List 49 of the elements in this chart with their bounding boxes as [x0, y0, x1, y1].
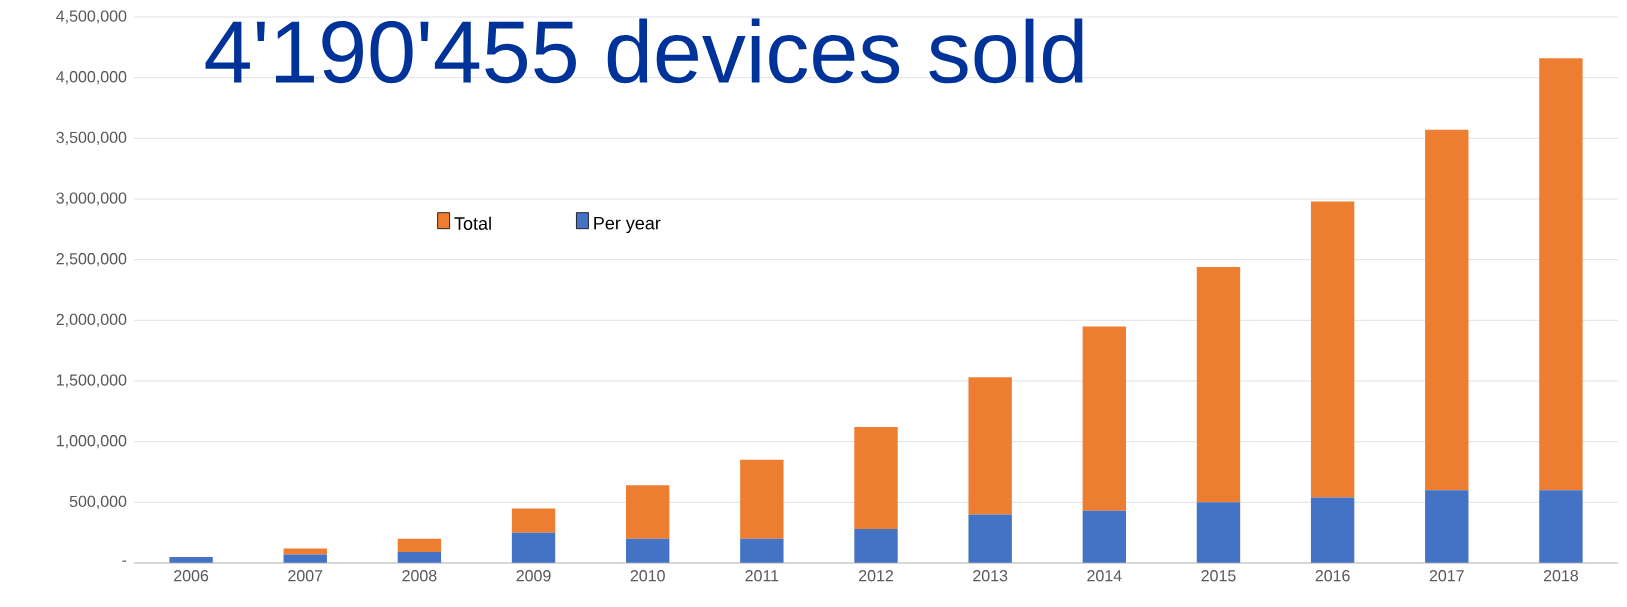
y-tick-label: 3,000,000 — [56, 192, 127, 206]
bar — [740, 459, 784, 539]
bar — [854, 427, 898, 530]
x-tick-label: 2013 — [973, 570, 1008, 582]
x-tick-label: 2009 — [516, 570, 551, 582]
bar — [1539, 490, 1583, 563]
bar — [283, 548, 327, 555]
bar — [397, 538, 442, 553]
x-tick-label: 2011 — [745, 570, 779, 582]
legend-label: Per year — [594, 216, 661, 234]
y-tick-label: 4,000,000 — [56, 71, 127, 85]
bar — [1425, 490, 1469, 563]
bar — [968, 377, 1012, 515]
bar — [511, 508, 556, 533]
bar — [1196, 266, 1241, 503]
bar — [1539, 58, 1583, 491]
y-tick-label: - — [122, 560, 127, 562]
y-tick-label: 2,500,000 — [56, 253, 127, 267]
y-tick-label: 2,000,000 — [56, 313, 127, 327]
bar — [740, 538, 784, 563]
legend-label: Total — [454, 216, 491, 230]
bar — [511, 532, 556, 563]
chart-title: 4'190'455 devices sold — [205, 18, 1083, 84]
x-tick-label: 2015 — [1201, 570, 1236, 582]
bar — [397, 552, 442, 563]
y-tick-label: 1,000,000 — [56, 435, 127, 449]
y-tick-label: 500,000 — [69, 495, 127, 509]
x-tick-label: 2007 — [288, 570, 323, 582]
x-tick-label: 2014 — [1087, 570, 1122, 582]
bar — [1310, 201, 1355, 498]
y-tick-label: 3,500,000 — [56, 131, 127, 145]
bar — [1082, 326, 1127, 511]
y-tick-label: 1,500,000 — [56, 374, 127, 388]
x-tick-label: 2016 — [1315, 570, 1350, 582]
bar — [1196, 502, 1241, 563]
x-tick-label: 2017 — [1429, 570, 1464, 582]
y-tick-label: 4,500,000 — [56, 10, 127, 24]
bar — [626, 485, 670, 539]
bar — [626, 538, 670, 563]
bar — [1082, 510, 1127, 563]
x-tick-label: 2012 — [859, 570, 893, 582]
bar — [1310, 497, 1355, 563]
x-tick-label: 2010 — [630, 570, 665, 582]
x-tick-label: 2018 — [1543, 570, 1579, 582]
x-tick-label: 2008 — [402, 570, 437, 582]
x-tick-label: 2006 — [174, 570, 209, 582]
bar — [1425, 129, 1469, 491]
bar — [854, 529, 898, 563]
bar — [968, 514, 1012, 563]
